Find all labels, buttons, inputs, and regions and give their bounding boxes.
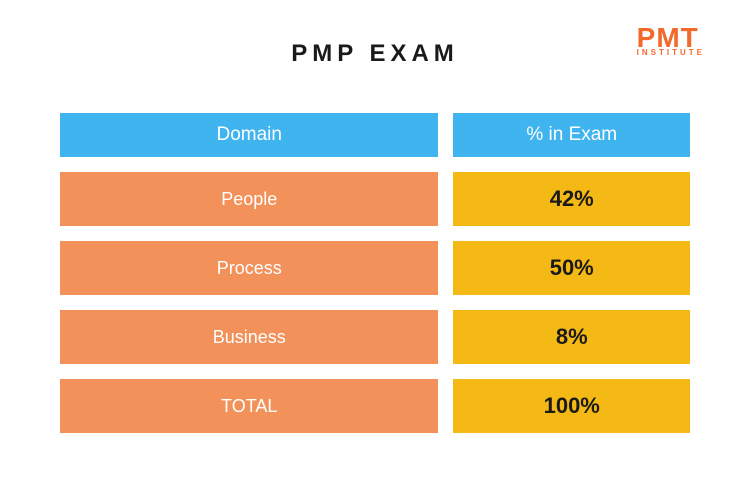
domain-cell: Process: [60, 241, 438, 295]
header-domain-cell: Domain: [60, 113, 438, 157]
domain-cell: TOTAL: [60, 379, 438, 433]
table-row: Process 50%: [60, 241, 690, 295]
percent-cell: 100%: [453, 379, 690, 433]
brand-logo: PMT INSTITUTE: [637, 25, 705, 57]
table-header-row: Domain % in Exam: [60, 113, 690, 157]
logo-main-text: PMT: [637, 25, 705, 50]
domain-cell: Business: [60, 310, 438, 364]
percent-cell: 42%: [453, 172, 690, 226]
percent-cell: 50%: [453, 241, 690, 295]
exam-domain-table: Domain % in Exam People 42% Process 50% …: [60, 113, 690, 433]
table-row: TOTAL 100%: [60, 379, 690, 433]
header-percent-cell: % in Exam: [453, 113, 690, 157]
table-row: People 42%: [60, 172, 690, 226]
domain-cell: People: [60, 172, 438, 226]
page-title: PMP EXAM: [60, 40, 690, 68]
table-row: Business 8%: [60, 310, 690, 364]
logo-sub-text: INSTITUTE: [637, 48, 705, 57]
percent-cell: 8%: [453, 310, 690, 364]
